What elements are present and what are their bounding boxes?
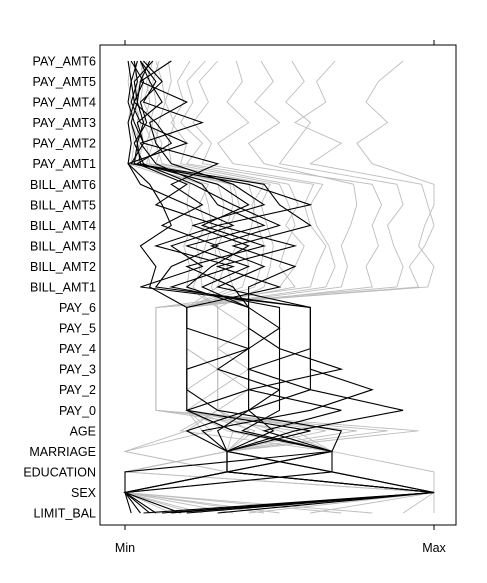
variable-label-pay-amt5: PAY_AMT5	[33, 75, 96, 89]
variable-label-bill-amt5: BILL_AMT5	[30, 198, 96, 212]
variable-label-pay-amt4: PAY_AMT4	[33, 96, 96, 110]
variable-label-marriage: MARRIAGE	[29, 445, 96, 459]
variable-label-pay-amt2: PAY_AMT2	[33, 137, 96, 151]
series-group-a	[122, 60, 435, 514]
variable-label-bill-amt4: BILL_AMT4	[30, 219, 96, 233]
axis-ticks	[124, 40, 435, 530]
series-line-6	[124, 60, 436, 514]
variable-label-education: EDUCATION	[23, 465, 96, 479]
series-line-22	[123, 60, 333, 514]
variable-label-bill-amt6: BILL_AMT6	[30, 178, 96, 192]
x-axis-min-label: Min	[115, 541, 135, 555]
variable-label-pay-6: PAY_6	[59, 301, 96, 315]
variable-label-pay-2: PAY_2	[59, 383, 96, 397]
series-line-1	[124, 60, 333, 514]
variable-label-bill-amt3: BILL_AMT3	[30, 239, 96, 253]
series-line-16	[124, 60, 435, 513]
variable-label-pay-amt6: PAY_AMT6	[33, 55, 96, 69]
variable-labels: LIMIT_BAL SEX EDUCATION MARRIAGE AGE PAY_0 PAY…	[23, 55, 96, 521]
series-line-11	[124, 60, 336, 514]
variable-label-bill-amt1: BILL_AMT1	[30, 281, 96, 295]
series-line-2	[155, 60, 435, 514]
series-line-23	[130, 60, 435, 514]
variable-label-age: AGE	[70, 424, 96, 438]
variable-label-sex: SEX	[71, 486, 97, 500]
series-line-14	[130, 60, 435, 514]
series-line-13	[124, 60, 404, 514]
variable-label-limit-bal: LIMIT_BAL	[33, 507, 96, 521]
variable-label-pay-5: PAY_5	[59, 322, 96, 336]
plot-frame	[99, 44, 457, 526]
series-line-18	[124, 60, 311, 514]
variable-label-pay-amt1: PAY_AMT1	[33, 157, 96, 171]
variable-label-pay-0: PAY_0	[59, 404, 96, 418]
series-line-19	[139, 60, 435, 514]
x-axis-max-label: Max	[422, 541, 446, 555]
series-line-27	[130, 60, 435, 514]
variable-label-pay-3: PAY_3	[59, 363, 96, 377]
variable-label-pay-amt3: PAY_AMT3	[33, 116, 96, 130]
series-line-12	[124, 60, 435, 514]
series-line-25	[133, 60, 435, 514]
variable-label-pay-4: PAY_4	[59, 342, 96, 356]
series-line-21	[136, 60, 435, 514]
variable-label-bill-amt2: BILL_AMT2	[30, 260, 96, 274]
series-line-26	[122, 60, 275, 514]
series-line-24	[124, 60, 343, 514]
